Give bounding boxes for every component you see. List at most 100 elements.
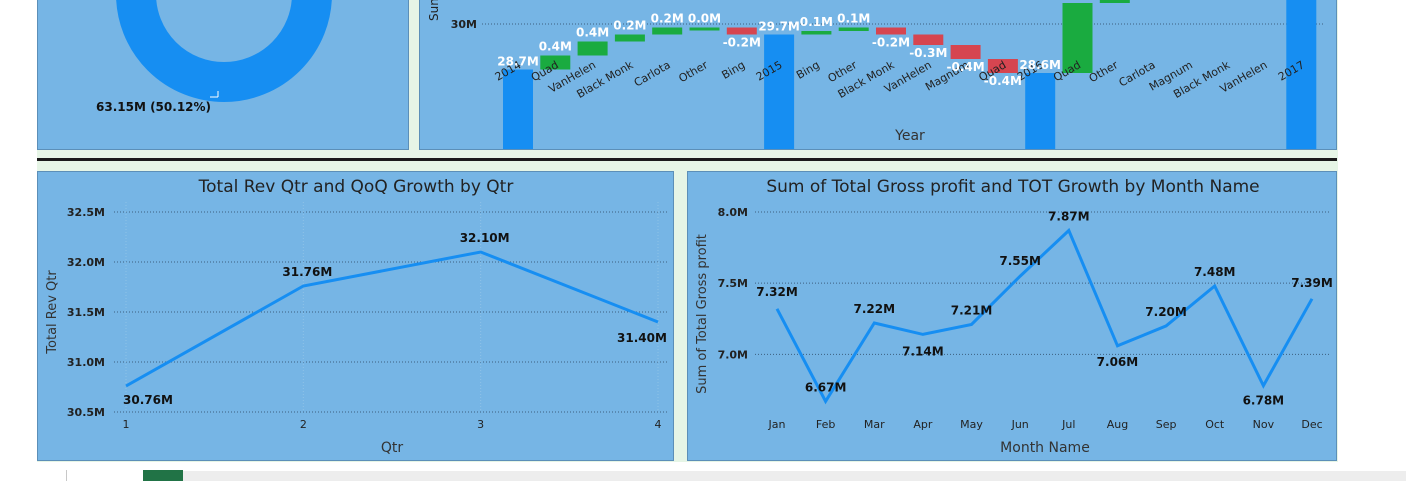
qtr-data-label: 30.76M	[123, 393, 173, 407]
waterfall-bar-2017[interactable]	[1286, 0, 1317, 149]
qtr-line-chart: Total Rev Qtr and QoQ Growth by Qtr 30.5…	[45, 177, 668, 456]
waterfall-bar-2015[interactable]	[764, 34, 795, 151]
sheet-tab-active[interactable]	[143, 470, 183, 481]
qtr-revenue-series-line[interactable]	[125, 250, 659, 388]
donut-ring[interactable]	[116, 0, 332, 102]
section-divider	[37, 158, 1337, 161]
qtr-x-tick-label: 2	[300, 418, 307, 431]
month-y-tick-label: 7.0M	[718, 348, 748, 361]
month-data-point[interactable]	[1258, 381, 1268, 391]
month-data-label: 6.78M	[1243, 394, 1285, 408]
month-data-label: 7.39M	[1291, 276, 1333, 290]
horizontal-scrollbar[interactable]	[183, 471, 1406, 481]
month-x-tick-label: Jun	[1011, 418, 1029, 431]
waterfall-x-tick-label: Bing	[720, 58, 748, 82]
qtr-x-axis-title: Qtr	[381, 440, 404, 456]
waterfall-bar-2016[interactable]	[1025, 73, 1056, 150]
waterfall-x-tick-label: Bing	[794, 58, 822, 82]
waterfall-bar-vanhelen[interactable]	[577, 41, 608, 56]
qtr-x-tick-label: 4	[655, 418, 662, 431]
month-data-point[interactable]	[772, 304, 782, 314]
waterfall-data-label: -0.3M	[909, 46, 947, 60]
waterfall-bar-bing[interactable]	[801, 31, 832, 35]
month-x-tick-label: Mar	[864, 418, 885, 431]
qtr-chart-title: Total Rev Qtr and QoQ Growth by Qtr	[198, 177, 514, 197]
waterfall-bar-quad[interactable]	[540, 55, 571, 70]
qtr-x-tick-label: 3	[477, 418, 484, 431]
month-y-axis-title: Sum of Total Gross profit	[695, 234, 710, 394]
waterfall-bar-2014[interactable]	[503, 69, 533, 151]
donut-chart: 63.15M (50.12%)	[96, 0, 332, 114]
waterfall-x-tick-label: Carlota	[632, 58, 673, 89]
waterfall-data-label: 28.6M	[1019, 58, 1061, 72]
waterfall-bar-magnum[interactable]	[950, 45, 981, 59]
month-data-point[interactable]	[1064, 226, 1074, 236]
page-margin-left	[0, 0, 37, 481]
month-data-point[interactable]	[1112, 341, 1122, 351]
month-x-tick-label: Aug	[1107, 418, 1128, 431]
month-data-label: 7.06M	[1097, 355, 1139, 369]
qtr-data-point[interactable]	[298, 281, 308, 291]
waterfall-data-label: 0.0M	[688, 12, 721, 26]
waterfall-bar-other[interactable]	[689, 27, 720, 31]
waterfall-data-label: -0.4M	[984, 74, 1022, 88]
waterfall-bar-vanhelen[interactable]	[913, 34, 944, 46]
waterfall-y-tick-label: 30M	[451, 18, 477, 31]
qtr-data-point[interactable]	[476, 247, 486, 257]
month-y-tick-label: 8.0M	[718, 206, 748, 219]
donut-slice-label: 63.15M (50.12%)	[96, 100, 211, 114]
waterfall-data-label: 28.7M	[497, 55, 539, 69]
page-margin-right	[1338, 0, 1406, 481]
month-data-point[interactable]	[1307, 294, 1317, 304]
month-data-label: 7.48M	[1194, 265, 1236, 279]
qtr-data-label: 31.76M	[282, 265, 332, 279]
waterfall-bar-carlota[interactable]	[652, 27, 683, 35]
qtr-data-point[interactable]	[121, 381, 131, 391]
month-data-point[interactable]	[918, 329, 928, 339]
month-data-label: 7.22M	[853, 302, 895, 316]
waterfall-x-axis-title: Year	[894, 128, 925, 144]
waterfall-bar-other[interactable]	[838, 27, 869, 32]
month-chart-title: Sum of Total Gross profit and TOT Growth…	[766, 177, 1259, 197]
month-data-point[interactable]	[1210, 281, 1220, 291]
month-gross-profit-series-line[interactable]	[775, 227, 1314, 405]
month-x-tick-label: May	[960, 418, 983, 431]
sheet-tab-bar	[0, 462, 1406, 481]
waterfall-bar-quad[interactable]	[1062, 3, 1093, 73]
month-data-label: 7.21M	[951, 303, 993, 317]
waterfall-data-label: 0.2M	[613, 19, 646, 33]
month-data-label: 7.87M	[1048, 210, 1090, 224]
month-line-chart-panel[interactable]: Sum of Total Gross profit and TOT Growth…	[687, 171, 1337, 461]
qtr-data-label: 32.10M	[460, 231, 510, 245]
month-y-tick-label: 7.5M	[718, 277, 748, 290]
waterfall-data-label: -0.2M	[872, 36, 910, 50]
donut-chart-panel[interactable]: 63.15M (50.12%)	[37, 0, 409, 150]
waterfall-bar-other[interactable]	[1099, 0, 1130, 3]
month-line-chart: Sum of Total Gross profit and TOT Growth…	[695, 177, 1333, 456]
qtr-y-axis-title: Total Rev Qtr	[45, 270, 60, 355]
waterfall-chart-panel[interactable]: Sun 30M 2014 Quad VanHelen Black Monk Carlot…	[419, 0, 1337, 150]
waterfall-data-label: 0.1M	[837, 12, 870, 26]
month-data-point[interactable]	[869, 318, 879, 328]
waterfall-bar-quad[interactable]	[987, 59, 1018, 73]
waterfall-bar-bing[interactable]	[726, 27, 757, 35]
month-x-tick-label: Dec	[1301, 418, 1322, 431]
month-x-tick-label: Apr	[913, 418, 933, 431]
tab-separator	[66, 470, 67, 481]
month-data-point[interactable]	[821, 396, 831, 406]
qtr-y-tick-label: 32.0M	[67, 256, 105, 269]
qtr-y-tick-label: 32.5M	[67, 206, 105, 219]
waterfall-bar-black-monk[interactable]	[614, 34, 645, 42]
qtr-data-point[interactable]	[653, 317, 663, 327]
waterfall-bar-black-monk[interactable]	[876, 27, 906, 35]
month-data-point[interactable]	[1161, 321, 1171, 331]
qtr-line-chart-panel[interactable]: Total Rev Qtr and QoQ Growth by Qtr 30.5…	[37, 171, 674, 461]
month-data-point[interactable]	[967, 319, 977, 329]
month-data-point[interactable]	[1015, 271, 1025, 281]
month-data-label: 7.55M	[999, 254, 1041, 268]
month-x-tick-label: Jul	[1061, 418, 1075, 431]
month-data-label: 7.14M	[902, 344, 944, 358]
waterfall-data-label: -0.4M	[947, 60, 985, 74]
month-data-label: 7.32M	[756, 285, 798, 299]
